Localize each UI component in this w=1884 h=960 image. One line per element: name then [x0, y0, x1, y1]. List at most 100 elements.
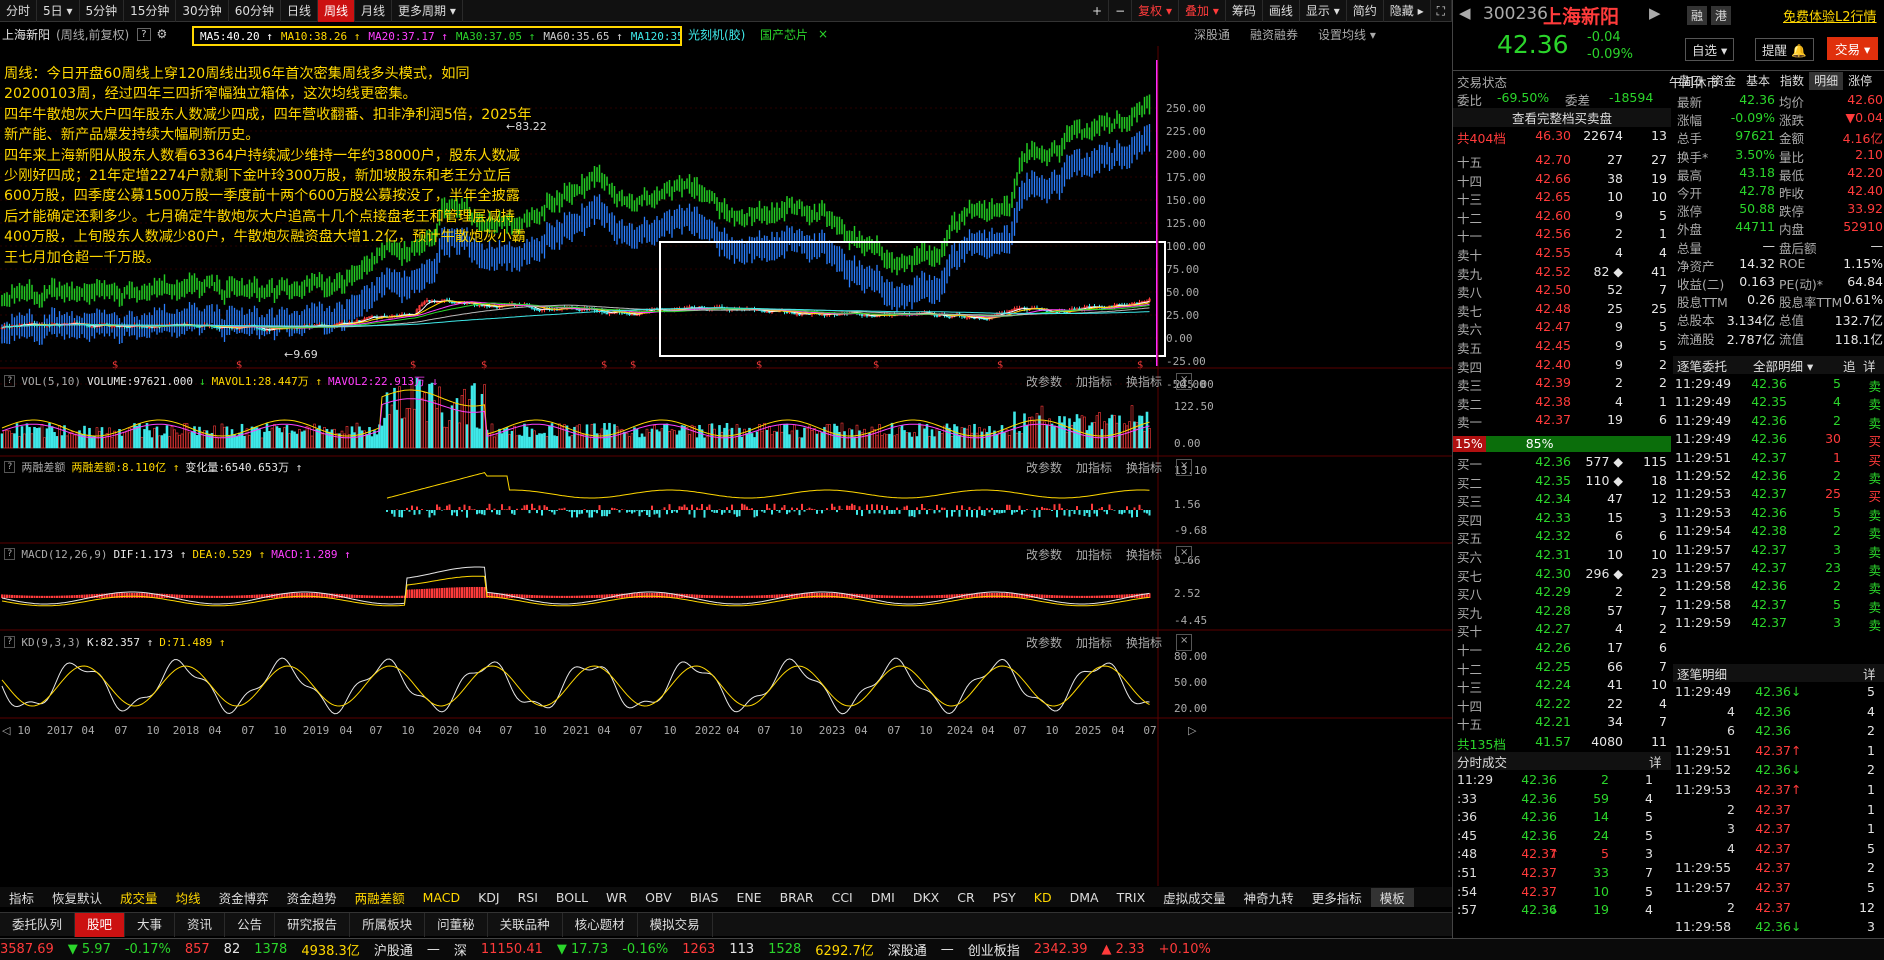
close-icon[interactable]: × [1176, 546, 1193, 563]
indicator-tab[interactable]: 指标 [9, 890, 35, 906]
indicator-tab[interactable]: PSY [992, 889, 1016, 905]
indicator-tab[interactable]: 神奇九转 [1243, 890, 1294, 906]
panel-action-button[interactable]: 改参数 [1026, 636, 1063, 650]
link-hsgt[interactable]: 深股通 [1194, 27, 1231, 42]
detail-tab[interactable]: 涨停 [1848, 74, 1873, 88]
help-icon[interactable]: ? [4, 375, 16, 387]
period-tab[interactable]: 15分钟 [124, 0, 177, 22]
indicator-tab[interactable]: 更多指标 [1311, 890, 1362, 906]
indicator-tab[interactable]: CCI [831, 889, 853, 905]
period-tab[interactable]: 分时 [0, 0, 38, 22]
panel-action-button[interactable]: 换指标 [1126, 548, 1163, 562]
period-tab[interactable]: 月线 [355, 0, 393, 22]
indicator-tab[interactable]: KD [1033, 889, 1052, 905]
gear-icon[interactable]: ⚙ [156, 27, 168, 41]
toolbar-right-button[interactable]: 筹码 [1226, 0, 1263, 22]
indicator-tab[interactable]: BOLL [555, 889, 589, 905]
link-ma-settings[interactable]: 设置均线 ▾ [1318, 27, 1376, 42]
trade-button[interactable]: 交易 ▾ [1827, 37, 1879, 60]
bottom-tab[interactable]: 公告 [225, 912, 276, 937]
close-icon[interactable]: × [1176, 634, 1193, 651]
indicator-tab[interactable]: 成交量 [120, 890, 158, 906]
period-tab[interactable]: 周线 [318, 0, 356, 22]
bottom-tab[interactable]: 大事 [125, 912, 176, 937]
indicator-tab[interactable]: DMI [870, 889, 895, 905]
panel-action-button[interactable]: 改参数 [1026, 375, 1063, 389]
panel-action-button[interactable]: 换指标 [1126, 375, 1163, 389]
indicator-tab[interactable]: 模板 [1370, 887, 1414, 907]
toolbar-right-button[interactable]: 叠加 ▾ [1179, 0, 1226, 22]
toolbar-right-button[interactable]: 显示 ▾ [1300, 0, 1347, 22]
bottom-tab[interactable]: 研究报告 [275, 912, 351, 937]
help-icon[interactable]: ? [137, 27, 151, 41]
toolbar-right-button[interactable]: 简约 [1347, 0, 1384, 22]
next-stock-icon[interactable]: ▶ [1649, 4, 1661, 22]
detail-button[interactable]: 详 [1863, 667, 1876, 682]
link-margin[interactable]: 融资融券 [1250, 27, 1299, 42]
bottom-tab[interactable]: 资讯 [175, 912, 226, 937]
indicator-tab[interactable]: KDJ [478, 889, 500, 905]
detail-button[interactable]: 详 [1863, 359, 1876, 374]
panel-action-button[interactable]: 改参数 [1026, 461, 1063, 475]
panel-action-button[interactable]: 加指标 [1076, 461, 1113, 475]
minus-icon[interactable]: − [1109, 0, 1133, 22]
close-icon[interactable]: × [1176, 373, 1193, 390]
bottom-tab[interactable]: 所属板块 [350, 912, 426, 937]
prev-stock-icon[interactable]: ◀ [1459, 4, 1471, 22]
follow-button[interactable]: 追 [1843, 359, 1856, 374]
indicator-tab[interactable]: 两融差额 [354, 890, 405, 906]
indicator-tab[interactable]: WR [606, 889, 628, 905]
indicator-tab[interactable]: 均线 [175, 890, 201, 906]
panel-action-button[interactable]: 加指标 [1076, 548, 1113, 562]
indicator-tab[interactable]: TRIX [1116, 889, 1146, 905]
period-tab[interactable]: 5分钟 [80, 0, 125, 22]
detail-tab[interactable]: 指数 [1780, 74, 1805, 88]
indicator-tab[interactable]: 资金趋势 [286, 890, 337, 906]
overlay-close-icon[interactable]: × [818, 27, 829, 41]
toolbar-right-button[interactable]: 画线 [1263, 0, 1300, 22]
indicator-tab[interactable]: 资金博弈 [218, 890, 269, 906]
detail-tab[interactable]: 资金 [1712, 74, 1737, 88]
indicator-tab[interactable]: 恢复默认 [52, 890, 103, 906]
scroll-left-icon[interactable]: ◁ [2, 724, 11, 737]
indicator-tab[interactable]: BRAR [779, 889, 814, 905]
indicator-tab[interactable]: OBV [645, 889, 672, 905]
period-tab[interactable]: 日线 [281, 0, 318, 22]
indicator-tab[interactable]: DKX [912, 889, 940, 905]
period-tab[interactable]: 60分钟 [229, 0, 281, 22]
panel-action-button[interactable]: 换指标 [1126, 461, 1163, 475]
indicator-tab[interactable]: 虚拟成交量 [1163, 890, 1226, 906]
full-book-button[interactable]: 查看完整档买卖盘 [1453, 108, 1671, 127]
order-filter[interactable]: 全部明细 ▾ [1753, 359, 1814, 374]
close-icon[interactable]: × [1176, 459, 1193, 476]
help-icon[interactable]: ? [4, 461, 16, 473]
indicator-tab[interactable]: BIAS [689, 889, 719, 905]
indicator-tab[interactable]: CR [957, 889, 975, 905]
detail-tab[interactable]: 明细 [1809, 72, 1844, 90]
detail-tab[interactable]: 基本 [1746, 74, 1771, 88]
fullscreen-icon[interactable]: ⛶ [1431, 0, 1452, 22]
watchlist-button[interactable]: 自选 ▾ [1685, 38, 1735, 61]
alert-button[interactable]: 提醒 🔔 [1755, 38, 1814, 61]
panel-action-button[interactable]: 改参数 [1026, 548, 1063, 562]
overlay-chip[interactable]: 国产芯片 [760, 27, 809, 42]
panel-action-button[interactable]: 加指标 [1076, 636, 1113, 650]
panel-action-button[interactable]: 加指标 [1076, 375, 1113, 389]
indicator-tab[interactable]: ENE [736, 889, 762, 905]
indicator-tab[interactable]: RSI [517, 889, 538, 905]
plus-icon[interactable]: + [1086, 0, 1110, 22]
detail-tab[interactable]: 盘口 [1678, 74, 1703, 88]
bottom-tab[interactable]: 核心题材 [563, 912, 638, 937]
period-tab[interactable]: 更多周期 ▾ [392, 0, 463, 22]
bottom-tab[interactable]: 模拟交易 [638, 912, 713, 937]
bottom-tab[interactable]: 委托队列 [0, 912, 76, 937]
help-icon[interactable]: ? [4, 548, 16, 560]
period-tab[interactable]: 5日 ▾ [37, 0, 80, 22]
scroll-right-icon[interactable]: ▷ [1188, 724, 1197, 737]
indicator-tab[interactable]: MACD [422, 889, 461, 905]
promo-link[interactable]: 免费体验L2行情 [1783, 10, 1877, 25]
kline-chart[interactable]: 250.00225.00200.00175.00150.00125.00100.… [0, 46, 1452, 886]
bottom-tab[interactable]: 关联品种 [488, 912, 563, 937]
panel-action-button[interactable]: 换指标 [1126, 636, 1163, 650]
bottom-tab[interactable]: 问董秘 [425, 912, 488, 937]
